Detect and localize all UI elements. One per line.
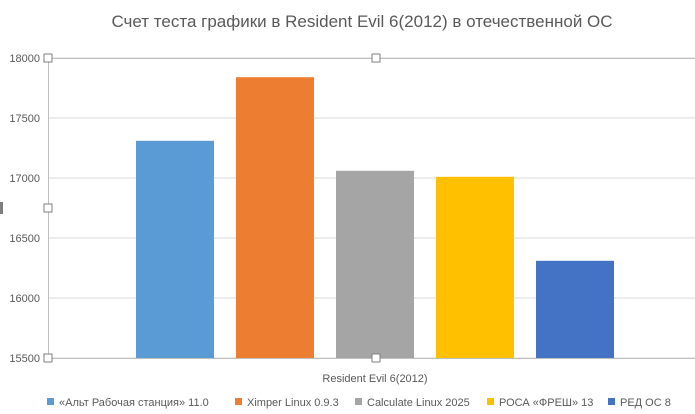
resize-handle[interactable] — [43, 353, 53, 363]
y-tick-label: 16500 — [9, 233, 40, 245]
legend-item[interactable]: Calculate Linux 2025 — [355, 397, 470, 409]
legend-item[interactable]: РОСА «ФРЕШ» 13 — [487, 397, 593, 409]
y-tick-label: 18000 — [9, 53, 40, 65]
x-axis-category-label: Resident Evil 6(2012) — [322, 373, 427, 385]
bar[interactable] — [436, 176, 514, 358]
chart-title: Счет теста графики в Resident Evil 6(201… — [111, 12, 612, 31]
resize-handle[interactable] — [371, 53, 381, 63]
legend-swatch — [608, 398, 615, 405]
legend: «Альт Рабочая станция» 11.0 Ximper Linux … — [47, 397, 671, 409]
bars — [136, 77, 614, 358]
legend-item[interactable]: РЕД ОС 8 — [608, 397, 671, 409]
legend-item[interactable]: Ximper Linux 0.9.3 — [235, 397, 339, 409]
bar[interactable] — [336, 170, 414, 358]
bar[interactable] — [236, 77, 314, 358]
resize-handle[interactable] — [43, 203, 53, 213]
selection-handles[interactable] — [0, 53, 695, 363]
bar[interactable] — [136, 140, 214, 358]
y-axis-ticks: 15500 16000 16500 17000 17500 18000 — [9, 53, 40, 365]
legend-label: Ximper Linux 0.9.3 — [247, 397, 339, 409]
chart-edge-handle[interactable] — [0, 202, 3, 214]
legend-swatch — [235, 398, 242, 405]
legend-swatch — [47, 398, 54, 405]
y-tick-label: 16000 — [9, 293, 40, 305]
y-tick-label: 15500 — [9, 353, 40, 365]
resize-handle[interactable] — [43, 53, 53, 63]
legend-item[interactable]: «Альт Рабочая станция» 11.0 — [47, 397, 209, 409]
resize-handle[interactable] — [371, 353, 381, 363]
legend-label: Calculate Linux 2025 — [367, 397, 470, 409]
legend-swatch — [487, 398, 494, 405]
y-tick-label: 17000 — [9, 173, 40, 185]
legend-label: РЕД ОС 8 — [620, 397, 671, 409]
bar[interactable] — [536, 260, 614, 358]
legend-label: РОСА «ФРЕШ» 13 — [499, 397, 593, 409]
legend-swatch — [355, 398, 362, 405]
legend-label: «Альт Рабочая станция» 11.0 — [59, 397, 209, 409]
y-tick-label: 17500 — [9, 113, 40, 125]
